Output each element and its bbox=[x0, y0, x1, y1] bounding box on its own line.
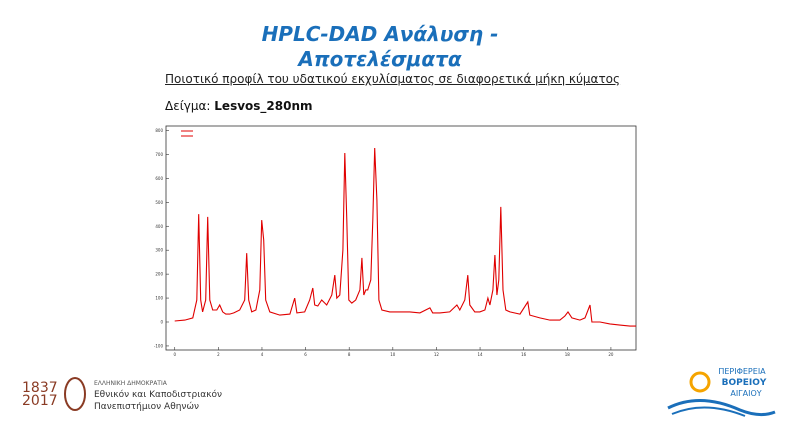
y-tick-label: 100 bbox=[155, 296, 163, 301]
uni-text: ΕΛΛΗΝΙΚΗ ΔΗΜΟΚΡΑΤΙΑ bbox=[94, 380, 168, 387]
y-tick-label: 800 bbox=[155, 128, 163, 133]
x-tick-label: 12 bbox=[434, 352, 440, 357]
plot-frame bbox=[165, 125, 637, 351]
y-tick-label: 400 bbox=[155, 224, 163, 229]
y-tick-label: 500 bbox=[155, 200, 163, 205]
region-text: ΒΟΡΕΙΟΥ bbox=[722, 378, 767, 388]
x-tick-label: 16 bbox=[521, 352, 527, 357]
x-tick-label: 2 bbox=[217, 352, 220, 357]
title-line: HPLC-DAD Ανάλυση - bbox=[261, 22, 499, 46]
region-text: ΠΕΡΙΦΕΡΕΙΑ bbox=[718, 367, 766, 376]
x-tick-label: 20 bbox=[608, 352, 614, 357]
y-tick-label: 0 bbox=[160, 320, 163, 325]
title: HPLC-DAD Ανάλυση - Αποτελέσματα bbox=[200, 22, 560, 72]
uni-text: Εθνικόν και Καποδιστριακόν bbox=[94, 389, 222, 400]
x-tick-label: 14 bbox=[478, 352, 484, 357]
uni-text: Πανεπιστήμιον Αθηνών bbox=[94, 401, 199, 412]
chromatogram-line bbox=[174, 147, 636, 327]
y-tick-label: 200 bbox=[155, 272, 163, 277]
x-tick-label: 18 bbox=[565, 352, 571, 357]
logo-sun bbox=[689, 371, 711, 393]
region-text: ΑΙΓΑΙΟΥ bbox=[730, 389, 761, 398]
years: 2017 bbox=[22, 393, 58, 409]
emblem bbox=[64, 377, 86, 411]
sample: Δείγμα: Lesvos_280nm bbox=[165, 99, 313, 113]
logo-wave bbox=[671, 406, 746, 417]
x-tick-label: 10 bbox=[390, 352, 396, 357]
years: 1837 bbox=[22, 380, 58, 396]
subtitle: Ποιοτικό προφίλ του υδατικού εκχυλίσματο… bbox=[165, 72, 621, 86]
sample-label: Δείγμα: bbox=[165, 99, 211, 113]
x-tick-label: 0 bbox=[173, 352, 176, 357]
title-line: Αποτελέσματα bbox=[298, 47, 462, 71]
y-tick-label: 600 bbox=[155, 176, 163, 181]
x-tick-label: 4 bbox=[261, 352, 264, 357]
logo-wave bbox=[667, 398, 776, 417]
x-tick-label: 8 bbox=[348, 352, 351, 357]
y-tick-label: -100 bbox=[154, 343, 164, 348]
footer: 1837 2017 ΕΛΛΗΝΙΚΗ ΔΗΜΟΚΡΑΤΙΑ Εθνικόν κα… bbox=[22, 367, 776, 417]
sample-name: Lesvos_280nm bbox=[214, 99, 313, 113]
y-tick-label: 700 bbox=[155, 152, 163, 157]
x-tick-label: 6 bbox=[304, 352, 307, 357]
y-tick-label: 300 bbox=[155, 248, 163, 253]
